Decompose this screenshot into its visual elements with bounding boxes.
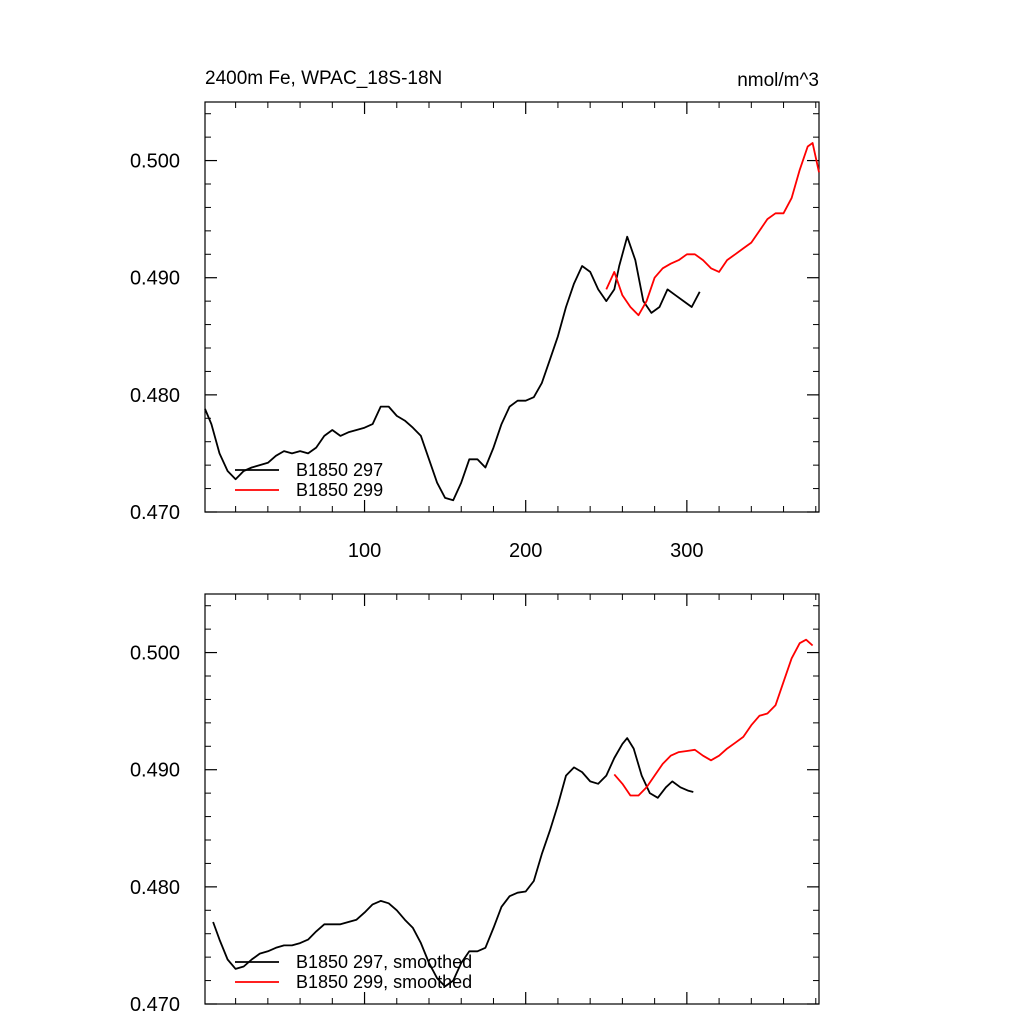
plot-frame: [204, 593, 820, 1005]
chart-title-right: nmol/m^3: [737, 70, 819, 91]
y-tick-label: 0.490: [130, 760, 180, 782]
series-line-b1850-299: [605, 142, 820, 317]
y-tick-label: 0.470: [130, 994, 180, 1016]
chart-title-left: 2400m Fe, WPAC_18S-18N: [205, 68, 442, 89]
legend-label: B1850 299: [296, 480, 383, 500]
x-tick-label: 100: [348, 540, 381, 562]
series-line-b1850-297: [212, 737, 694, 988]
plot-panel-2: 0.470 0.480 0.490 0.500 B1850 297, smoothedB…: [130, 593, 820, 1016]
series-line-b1850-297: [204, 235, 701, 502]
y-tick-label: 0.480: [130, 877, 180, 899]
y-tick-label: 0.500: [130, 151, 180, 173]
series-line-b1850-299: [613, 638, 814, 797]
x-tick-label: 300: [670, 540, 703, 562]
plot-panel-1: 100 200 300 0.470 0.480 0.490 0.500 B1850 297B1…: [130, 101, 820, 562]
plot-frame: [204, 101, 820, 513]
y-tick-label: 0.480: [130, 385, 180, 407]
y-tick-label: 0.490: [130, 268, 180, 290]
y-tick-label: 0.500: [130, 643, 180, 665]
x-tick-label: 200: [509, 540, 542, 562]
legend-label: B1850 297, smoothed: [296, 952, 472, 972]
y-tick-label: 0.470: [130, 502, 180, 524]
legend-label: B1850 297: [296, 460, 383, 480]
legend-label: B1850 299, smoothed: [296, 972, 472, 992]
